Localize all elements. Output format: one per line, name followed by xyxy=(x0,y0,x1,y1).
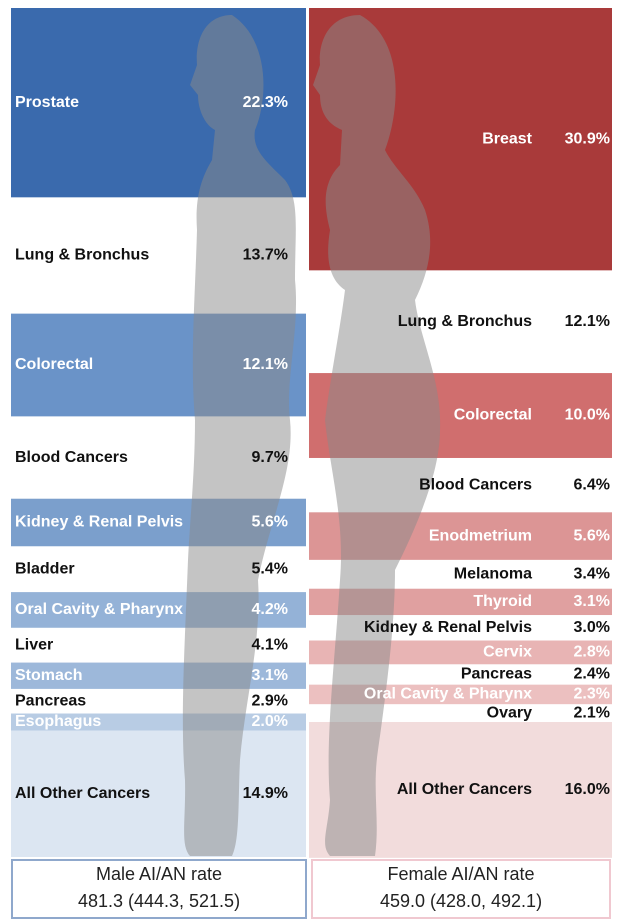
category-label: Blood Cancers xyxy=(15,449,128,466)
value-label: 2.0% xyxy=(252,713,288,730)
value-label: 2.4% xyxy=(574,666,610,683)
value-label: 3.0% xyxy=(574,619,610,636)
block xyxy=(11,662,306,689)
value-label: 5.6% xyxy=(574,527,610,544)
value-label: 6.4% xyxy=(574,476,610,493)
category-label: Kidney & Renal Pelvis xyxy=(364,619,532,636)
female-silhouette xyxy=(313,15,441,856)
category-label: Bladder xyxy=(15,560,75,577)
rate-label: Male AI/AN rate xyxy=(96,864,222,884)
category-label: Cervix xyxy=(483,644,532,661)
value-label: 22.3% xyxy=(243,94,288,111)
category-label: Oral Cavity & Pharynx xyxy=(364,686,532,703)
value-label: 14.9% xyxy=(243,785,288,802)
category-label: Stomach xyxy=(15,667,83,684)
category-label: Pancreas xyxy=(461,666,532,683)
category-label: Prostate xyxy=(15,94,79,111)
value-label: 16.0% xyxy=(565,781,610,798)
value-label: 2.1% xyxy=(574,704,610,721)
category-label: Kidney & Renal Pelvis xyxy=(15,514,183,531)
female-rate-box xyxy=(311,859,611,919)
category-label: Thyroid xyxy=(473,593,532,610)
value-label: 2.3% xyxy=(574,686,610,703)
rate-value: 481.3 (444.3, 521.5) xyxy=(78,891,240,911)
category-label: Oral Cavity & Pharynx xyxy=(15,601,183,618)
value-label: 4.2% xyxy=(252,601,288,618)
value-label: 10.0% xyxy=(565,407,610,424)
value-label: 3.1% xyxy=(574,593,610,610)
value-label: 3.4% xyxy=(574,566,610,583)
category-label: Colorectal xyxy=(454,407,532,424)
value-label: 13.7% xyxy=(243,247,288,264)
category-label: Enodmetrium xyxy=(429,527,532,544)
category-label: Esophagus xyxy=(15,713,101,730)
value-label: 30.9% xyxy=(565,130,610,147)
value-label: 5.4% xyxy=(252,560,288,577)
category-label: Pancreas xyxy=(15,692,86,709)
value-label: 9.7% xyxy=(252,449,288,466)
category-label: Ovary xyxy=(487,704,532,721)
category-label: Colorectal xyxy=(15,356,93,373)
value-label: 2.9% xyxy=(252,692,288,709)
category-label: Lung & Bronchus xyxy=(398,313,532,330)
category-label: Blood Cancers xyxy=(419,476,532,493)
block xyxy=(11,730,306,857)
rate-label: Female AI/AN rate xyxy=(387,864,534,884)
category-label: Breast xyxy=(482,130,532,147)
male-rate-box xyxy=(11,859,307,919)
value-label: 3.1% xyxy=(252,667,288,684)
value-label: 5.6% xyxy=(252,514,288,531)
male-silhouette xyxy=(182,15,297,856)
category-label: All Other Cancers xyxy=(15,785,150,802)
rate-value: 459.0 (428.0, 492.1) xyxy=(380,891,542,911)
value-label: 4.1% xyxy=(252,636,288,653)
category-label: All Other Cancers xyxy=(397,781,532,798)
value-label: 12.1% xyxy=(565,313,610,330)
value-label: 12.1% xyxy=(243,356,288,373)
category-label: Liver xyxy=(15,636,53,653)
value-label: 2.8% xyxy=(574,644,610,661)
category-label: Lung & Bronchus xyxy=(15,247,149,264)
category-label: Melanoma xyxy=(454,566,532,583)
